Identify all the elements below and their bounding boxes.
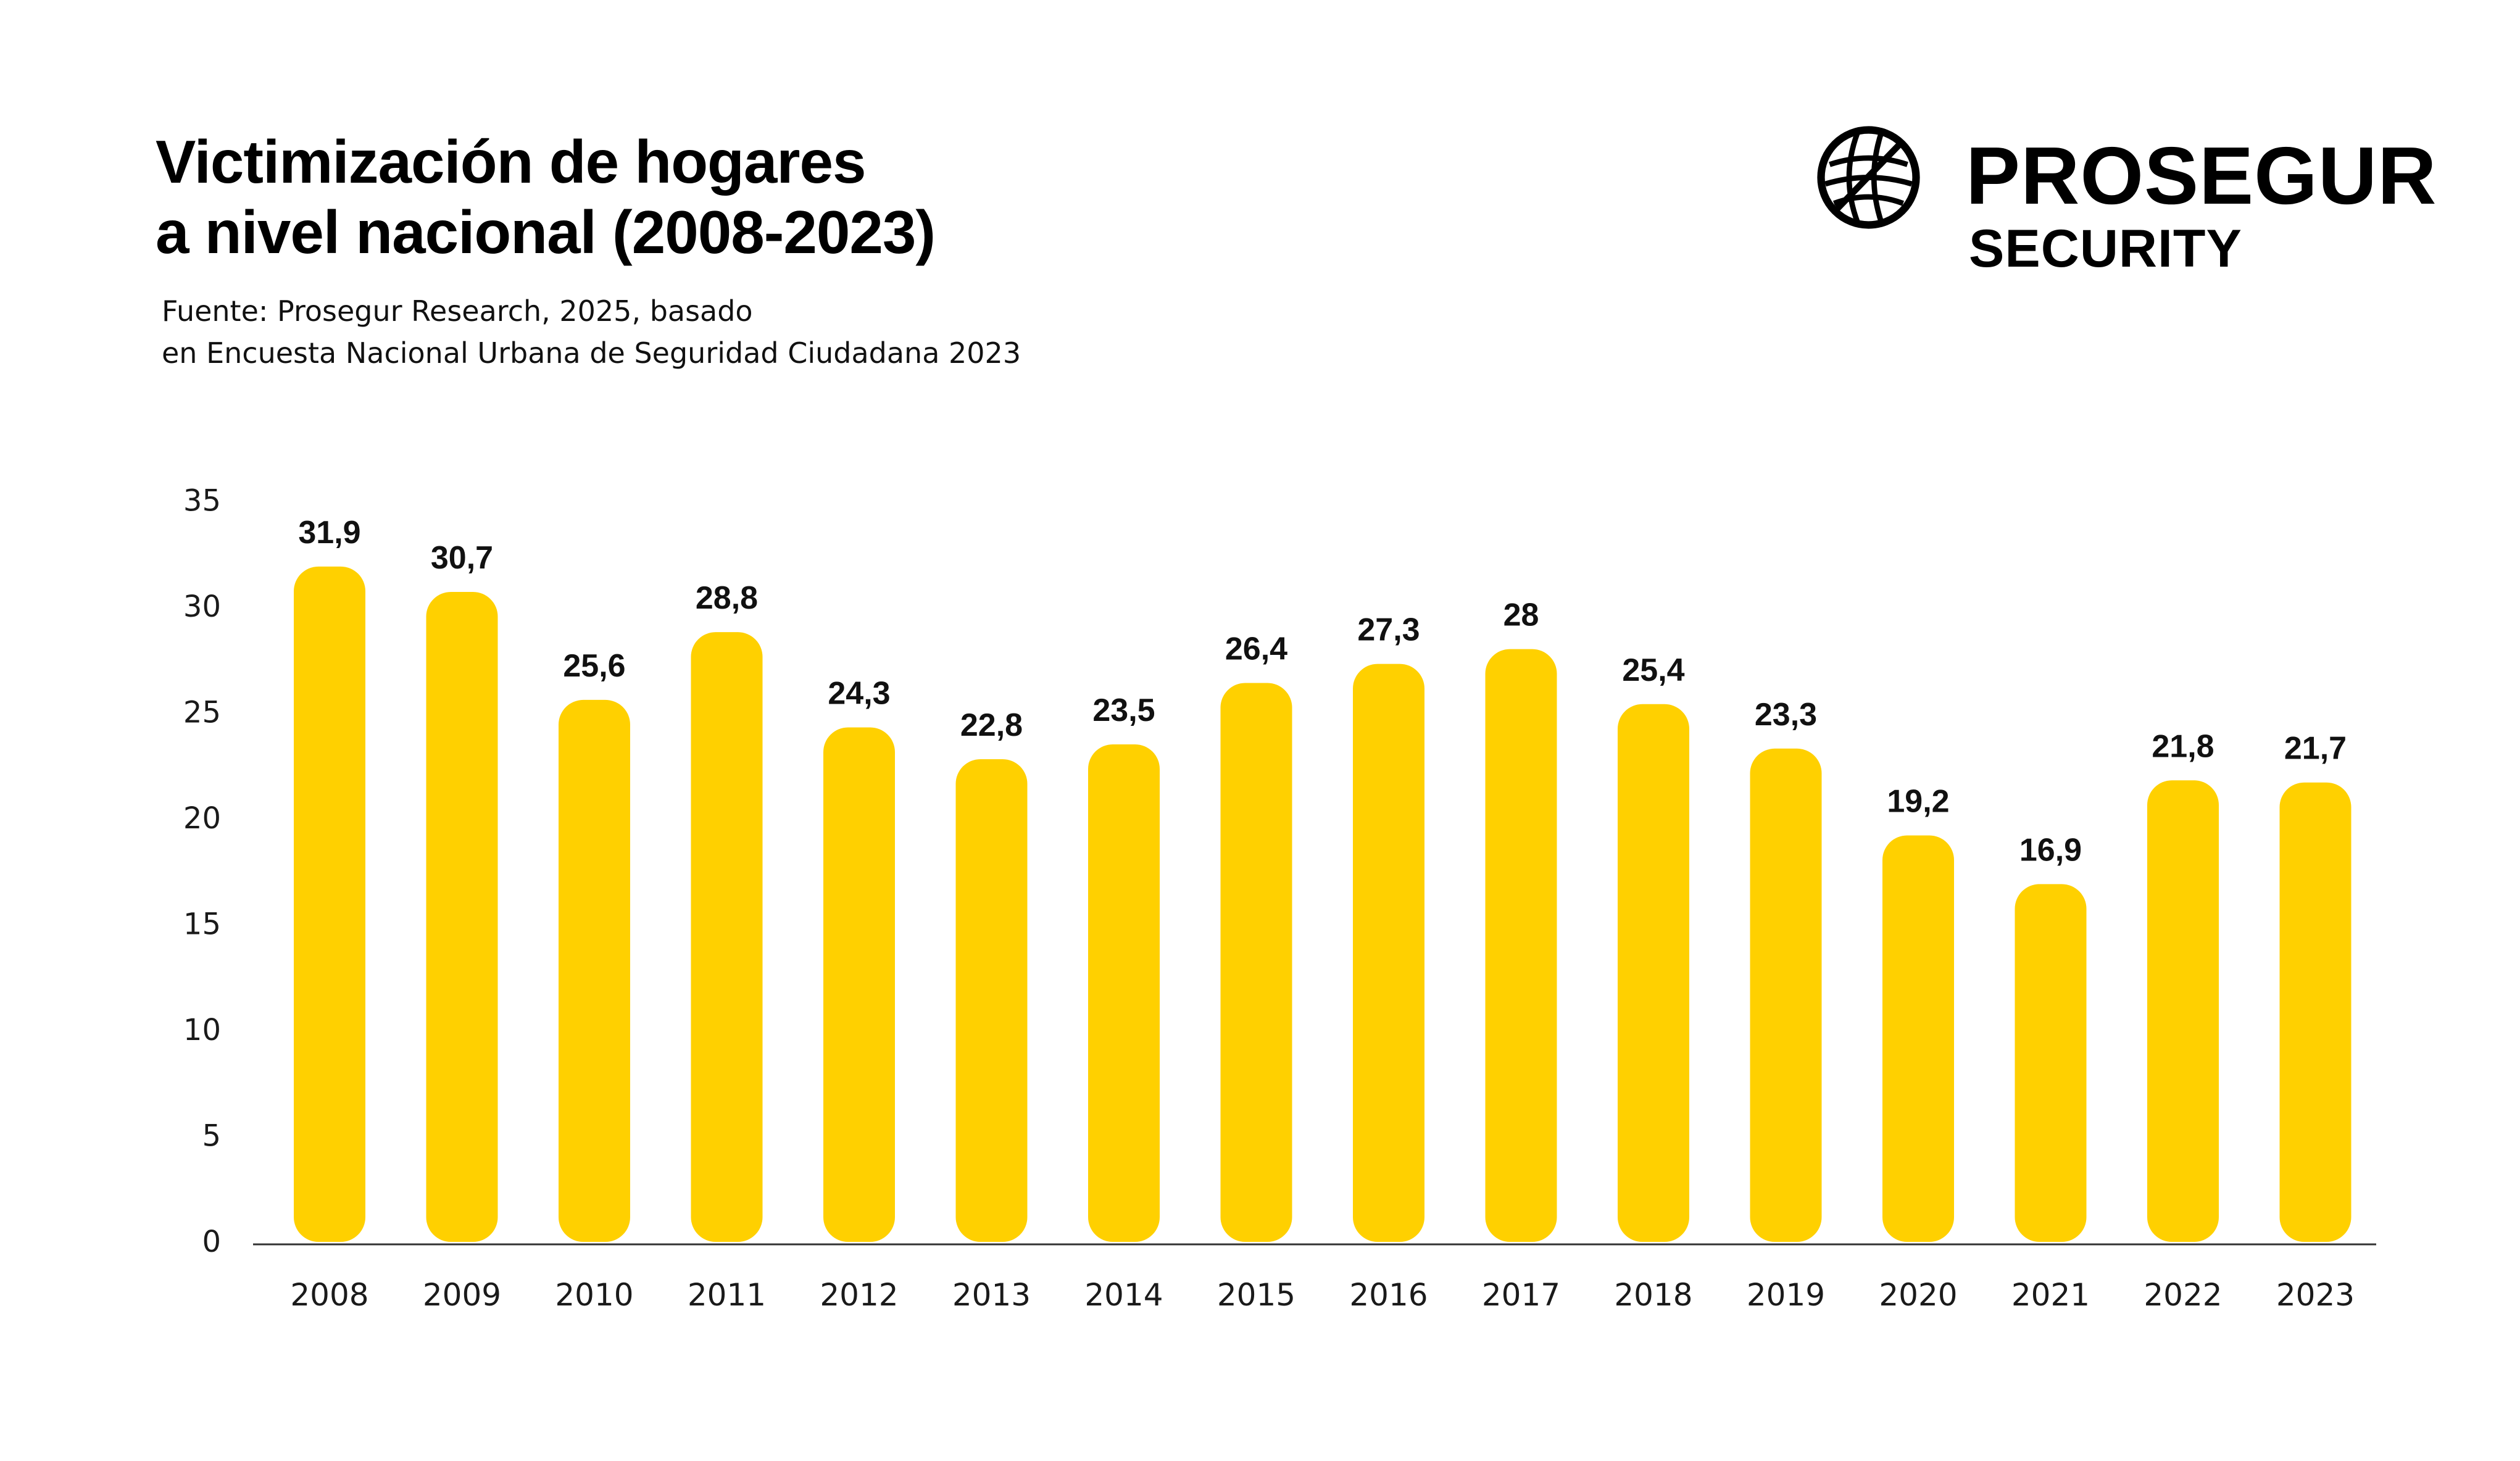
logo-brand: PROSEGUR <box>1966 130 2437 221</box>
x-category-label: 2021 <box>2011 1277 2090 1313</box>
value-label-2023: 21,7 <box>2284 731 2347 767</box>
value-label-2022: 21,8 <box>2152 728 2214 764</box>
y-tick-label: 20 <box>183 801 221 836</box>
y-tick-label: 15 <box>183 907 221 942</box>
x-category-label: 2016 <box>1349 1277 1428 1313</box>
bar-2016 <box>1353 664 1424 1242</box>
value-label-2015: 26,4 <box>1225 631 1287 667</box>
bar-2010 <box>559 699 630 1242</box>
x-category-label: 2017 <box>1482 1277 1560 1313</box>
bar-2011 <box>691 632 763 1242</box>
x-axis-categories: 2008 2009 2010 2011 2012 2013 2014 2015 2016 2017… <box>290 1277 2355 1313</box>
prosegur-logo: PROSEGUR SECURITY <box>1815 120 2436 287</box>
bar-2023 <box>2279 782 2352 1242</box>
bar-2009 <box>426 591 498 1242</box>
y-tick-label: 25 <box>183 696 221 730</box>
bar-2013 <box>955 759 1028 1242</box>
bar-2014 <box>1088 744 1160 1242</box>
x-category-label: 2008 <box>290 1277 368 1313</box>
bar-2019 <box>1750 748 1822 1242</box>
y-tick-label: 5 <box>202 1119 221 1154</box>
value-label-2008: 31,9 <box>298 515 360 551</box>
x-category-label: 2012 <box>820 1277 898 1313</box>
value-label-2017: 28 <box>1503 597 1539 633</box>
logo-subtitle: SECURITY <box>1969 219 2242 278</box>
x-category-label: 2020 <box>1879 1277 1957 1313</box>
bar-2018 <box>1618 704 1689 1242</box>
bar-2015 <box>1220 683 1292 1242</box>
bars <box>294 566 2352 1242</box>
bar-2020 <box>1882 835 1954 1242</box>
y-tick-label: 10 <box>183 1013 221 1047</box>
value-label-2014: 23,5 <box>1092 693 1155 728</box>
y-tick-label: 35 <box>183 484 221 518</box>
source-line-2: en Encuesta Nacional Urbana de Seguridad… <box>162 336 1021 370</box>
x-category-label: 2023 <box>2276 1277 2355 1313</box>
title-line-1: Victimización de hogares <box>156 128 867 196</box>
value-label-2016: 27,3 <box>1357 612 1420 648</box>
chart-title: Victimización de hogares a nivel naciona… <box>156 127 936 267</box>
globe-icon <box>1817 126 1920 229</box>
x-category-label: 2009 <box>423 1277 501 1313</box>
x-category-label: 2013 <box>952 1277 1031 1313</box>
source-note: Fuente: Prosegur Research, 2025, basado … <box>162 290 1021 374</box>
y-tick-label: 0 <box>202 1225 221 1259</box>
y-tick-label: 30 <box>183 589 221 624</box>
value-label-2009: 30,7 <box>431 540 493 576</box>
x-category-label: 2011 <box>688 1277 766 1313</box>
x-category-label: 2014 <box>1084 1277 1163 1313</box>
bar-2008 <box>294 566 365 1242</box>
value-label-2010: 25,6 <box>563 648 625 684</box>
value-label-2021: 16,9 <box>2019 832 2082 868</box>
x-category-label: 2018 <box>1614 1277 1692 1313</box>
x-category-label: 2019 <box>1747 1277 1825 1313</box>
x-category-label: 2010 <box>555 1277 633 1313</box>
y-axis-ticks: 0 5 10 15 20 25 30 35 <box>183 484 221 1260</box>
value-label-2018: 25,4 <box>1622 652 1684 688</box>
value-label-2019: 23,3 <box>1755 697 1817 733</box>
value-label-2013: 22,8 <box>960 707 1023 743</box>
title-line-2: a nivel nacional (2008-2023) <box>156 198 936 266</box>
bar-2012 <box>823 727 895 1242</box>
bar-2021 <box>2015 884 2087 1242</box>
x-category-label: 2022 <box>2144 1277 2222 1313</box>
value-label-2020: 19,2 <box>1887 783 1949 819</box>
source-line-1: Fuente: Prosegur Research, 2025, basado <box>162 294 753 328</box>
x-category-label: 2015 <box>1217 1277 1295 1313</box>
value-label-2012: 24,3 <box>828 676 890 712</box>
bar-2022 <box>2147 780 2219 1242</box>
value-label-2011: 28,8 <box>696 580 758 616</box>
value-labels: 31,9 30,7 25,6 28,8 24,3 22,8 23,5 26,4 27,3 28 25… <box>298 515 2347 868</box>
bar-2017 <box>1485 649 1557 1242</box>
